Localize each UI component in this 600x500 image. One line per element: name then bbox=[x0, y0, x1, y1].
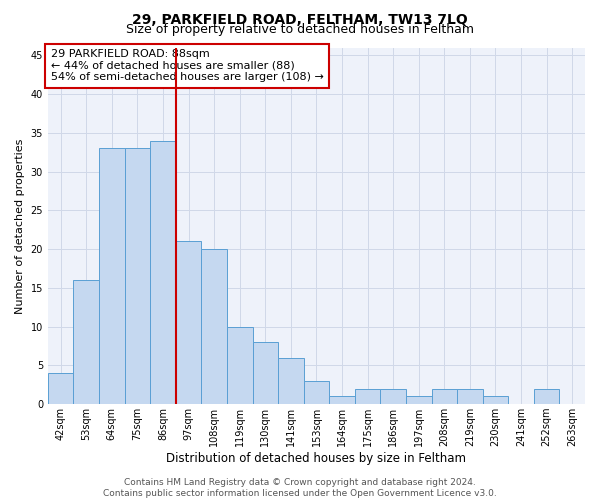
Bar bbox=[202, 249, 227, 404]
Bar bbox=[355, 388, 380, 404]
Bar bbox=[278, 358, 304, 404]
Bar bbox=[48, 373, 73, 404]
Text: Size of property relative to detached houses in Feltham: Size of property relative to detached ho… bbox=[126, 24, 474, 36]
Bar bbox=[227, 326, 253, 404]
Y-axis label: Number of detached properties: Number of detached properties bbox=[15, 138, 25, 314]
X-axis label: Distribution of detached houses by size in Feltham: Distribution of detached houses by size … bbox=[166, 452, 466, 465]
Text: 29, PARKFIELD ROAD, FELTHAM, TW13 7LQ: 29, PARKFIELD ROAD, FELTHAM, TW13 7LQ bbox=[132, 12, 468, 26]
Bar bbox=[457, 388, 482, 404]
Bar bbox=[482, 396, 508, 404]
Bar bbox=[329, 396, 355, 404]
Text: 29 PARKFIELD ROAD: 88sqm
← 44% of detached houses are smaller (88)
54% of semi-d: 29 PARKFIELD ROAD: 88sqm ← 44% of detach… bbox=[50, 50, 323, 82]
Bar bbox=[150, 140, 176, 404]
Bar bbox=[406, 396, 431, 404]
Bar bbox=[253, 342, 278, 404]
Bar bbox=[176, 242, 202, 404]
Bar bbox=[534, 388, 559, 404]
Bar bbox=[73, 280, 99, 404]
Text: Contains HM Land Registry data © Crown copyright and database right 2024.
Contai: Contains HM Land Registry data © Crown c… bbox=[103, 478, 497, 498]
Bar bbox=[304, 381, 329, 404]
Bar bbox=[431, 388, 457, 404]
Bar bbox=[380, 388, 406, 404]
Bar bbox=[99, 148, 125, 404]
Bar bbox=[125, 148, 150, 404]
